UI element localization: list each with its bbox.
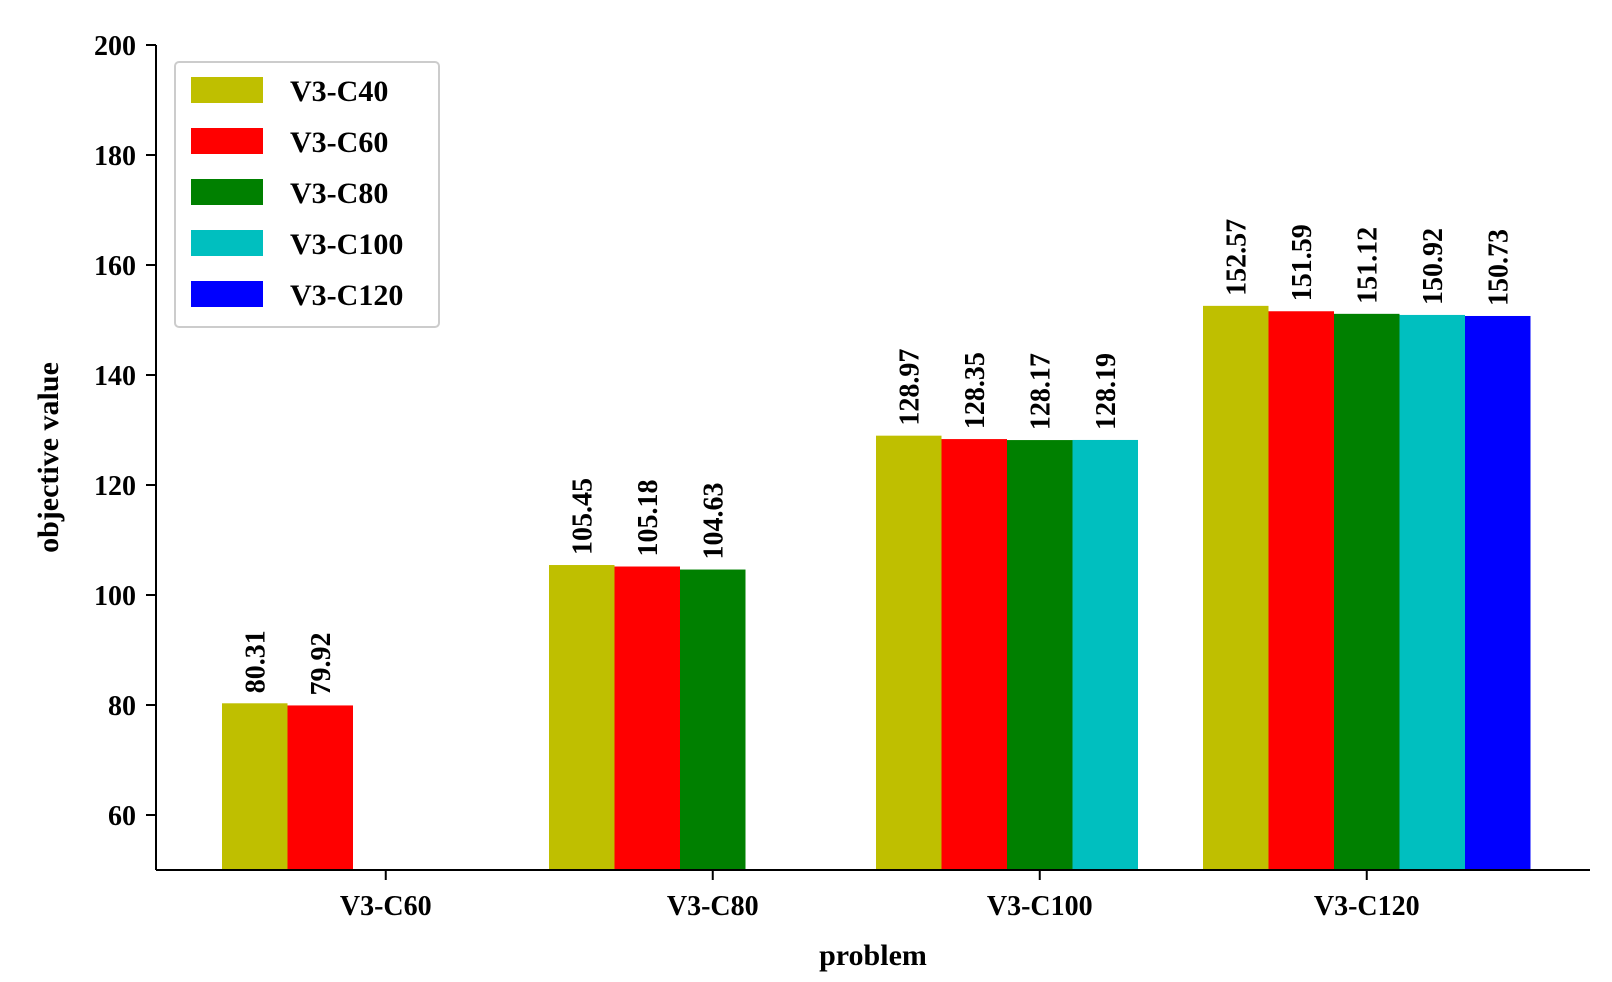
data-label: 79.92 [306,632,337,695]
axes-layer [155,45,1590,871]
y-tick-label: 80 [108,691,136,722]
bars-layer [222,305,1531,871]
y-tick-label: 120 [94,471,136,502]
y-axis-title: objective value [32,362,65,553]
y-tick-label: 200 [94,31,136,62]
data-label: 152.57 [1222,219,1253,296]
y-tick-label: 180 [94,141,136,172]
bar-v3-c60-v3-c60 [287,705,353,870]
data-label: 150.73 [1484,229,1515,306]
x-tick-label: V3-C100 [987,891,1093,922]
x-tick-label: V3-C120 [1314,891,1420,922]
y-ticks-layer: 60 80 100 120 140 160 180 200 [94,31,156,832]
legend-swatch-v3-c40 [191,77,263,103]
data-label: 80.31 [241,630,272,693]
x-tick-label: V3-C60 [340,891,432,922]
data-label: 105.18 [633,480,664,557]
bar-v3-c80-v3-c120 [1334,313,1400,871]
data-label: 128.35 [960,352,991,429]
bar-v3-c40-v3-c60 [222,703,288,870]
bar-v3-c40-v3-c80 [549,565,615,870]
legend-swatch-v3-c80 [191,179,263,205]
data-labels-layer: 80.31 79.92 105.45 105.18 104.63 128.97 128.35… [241,219,1515,696]
legend-label: V3-C40 [290,75,388,108]
y-tick-label: 60 [108,801,136,832]
data-label: 150.92 [1418,228,1449,305]
data-label: 151.12 [1353,227,1384,304]
bar-v3-c60-v3-c80 [614,566,680,870]
bar-v3-c40-v3-c120 [1203,305,1269,870]
bar-v3-c100-v3-c120 [1399,314,1465,870]
legend-swatch-v3-c120 [191,281,263,307]
bar-v3-c60-v3-c120 [1268,311,1334,870]
legend-label: V3-C80 [290,177,388,210]
x-axis-title: problem [819,939,927,972]
legend-swatch-v3-c60 [191,128,263,154]
legend-label: V3-C100 [290,228,403,261]
data-label: 128.17 [1026,353,1057,430]
bar-v3-c100-v3-c100 [1072,439,1138,870]
legend: V3-C40 V3-C60 V3-C80 V3-C100 V3-C120 [174,61,440,328]
y-tick-label: 140 [94,361,136,392]
data-label: 128.97 [895,349,926,426]
data-label: 128.19 [1091,353,1122,430]
legend-label: V3-C60 [290,126,388,159]
data-label: 104.63 [699,483,730,560]
bar-v3-c80-v3-c80 [680,569,746,870]
data-label: 105.45 [568,478,599,555]
legend-label: V3-C120 [290,279,403,312]
bar-v3-c120-v3-c120 [1465,315,1531,870]
x-tick-label: V3-C80 [667,891,759,922]
bar-v3-c40-v3-c100 [876,435,942,870]
x-ticks-layer: V3-C60 V3-C80 V3-C100 V3-C120 [340,870,1420,922]
legend-swatch-v3-c100 [191,230,263,256]
bar-v3-c60-v3-c100 [941,439,1007,870]
y-tick-label: 160 [94,251,136,282]
y-tick-label: 100 [94,581,136,612]
bar-v3-c80-v3-c100 [1007,440,1073,870]
data-label: 151.59 [1287,224,1318,301]
